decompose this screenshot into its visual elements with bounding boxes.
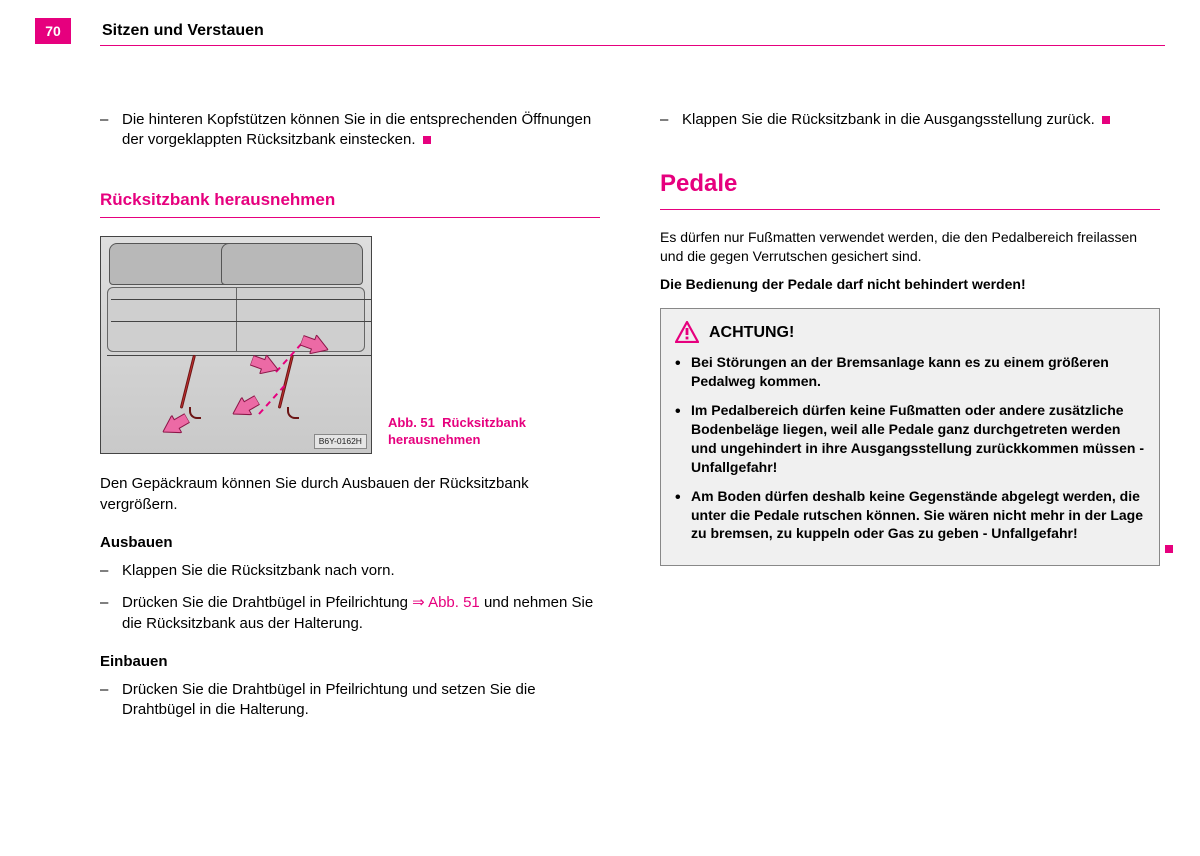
figure-caption: Abb. 51 Rücksitzbank herausnehmen (388, 415, 600, 455)
right-top-list: Klappen Sie die Rücksitzbank in die Ausg… (660, 110, 1160, 130)
list-text: Die hinteren Kopfstützen können Sie in d… (122, 111, 591, 148)
einbauen-list: Drücken Sie die Drahtbügel in Pfeilricht… (100, 680, 600, 721)
paragraph: Es dürfen nur Fußmatten verwendet werden… (660, 228, 1160, 266)
list-item: Klappen Sie die Rücksitzbank in die Ausg… (660, 110, 1160, 130)
list-item: Am Boden dürfen deshalb keine Gegenständ… (675, 487, 1145, 544)
section-heading: Rücksitzbank herausnehmen (100, 189, 600, 212)
warning-title-row: ACHTUNG! (675, 321, 1145, 343)
list-item: Die hinteren Kopfstützen können Sie in d… (100, 110, 600, 151)
end-marker-icon (1165, 545, 1173, 553)
subheading: Ausbauen (100, 533, 600, 553)
line (107, 355, 372, 356)
warning-box: ACHTUNG! Bei Störungen an der Bremsanlag… (660, 308, 1160, 566)
heading-rule (660, 209, 1160, 210)
line (111, 299, 372, 300)
paragraph-bold: Die Bedienung der Pedale darf nicht behi… (660, 275, 1160, 294)
content-columns: Die hinteren Kopfstützen können Sie in d… (100, 110, 1165, 733)
list-item: Klappen Sie die Rücksitzbank nach vorn. (100, 561, 600, 581)
figure-reference: ⇒ Abb. 51 (412, 594, 480, 611)
warning-list: Bei Störungen an der Bremsanlage kann es… (675, 353, 1145, 543)
left-top-list: Die hinteren Kopfstützen können Sie in d… (100, 110, 600, 151)
seat-shape (101, 243, 371, 291)
section-heading-large: Pedale (660, 168, 1160, 200)
list-text: Drücken Sie die Drahtbügel in Pfeilricht… (122, 594, 412, 611)
list-item: Drücken Sie die Drahtbügel in Pfeilricht… (100, 680, 600, 721)
wire-lever (180, 355, 196, 409)
list-item: Drücken Sie die Drahtbügel in Pfeilricht… (100, 593, 600, 634)
line (111, 321, 372, 322)
figure-code: B6Y-0162H (314, 434, 367, 449)
ausbauen-list: Klappen Sie die Rücksitzbank nach vorn. … (100, 561, 600, 634)
figure-illustration: B6Y-0162H (100, 236, 372, 454)
header-rule (100, 45, 1165, 46)
warning-triangle-icon (675, 321, 699, 343)
wire-hook (189, 407, 201, 419)
figure-caption-prefix: Abb. 51 (388, 415, 435, 430)
end-marker-icon (1102, 116, 1110, 124)
figure-row: B6Y-0162H Abb. 51 Rücksitzbank herausneh… (100, 236, 600, 454)
arrow-icon (158, 410, 192, 441)
list-item: Bei Störungen an der Bremsanlage kann es… (675, 353, 1145, 391)
left-column: Die hinteren Kopfstützen können Sie in d… (100, 110, 600, 733)
page-number-tab: 70 (35, 18, 71, 44)
list-text: Klappen Sie die Rücksitzbank in die Ausg… (682, 111, 1095, 128)
wire-hook (287, 407, 299, 419)
warning-title: ACHTUNG! (709, 322, 794, 344)
list-item: Im Pedalbereich dürfen keine Fußmatten o… (675, 401, 1145, 477)
chapter-title: Sitzen und Verstauen (102, 22, 264, 40)
right-column: Klappen Sie die Rücksitzbank in die Ausg… (660, 110, 1160, 733)
heading-rule (100, 217, 600, 218)
paragraph: Den Gepäckraum können Sie durch Ausbauen… (100, 474, 600, 515)
subheading: Einbauen (100, 652, 600, 672)
arrow-icon (228, 392, 262, 423)
end-marker-icon (423, 136, 431, 144)
